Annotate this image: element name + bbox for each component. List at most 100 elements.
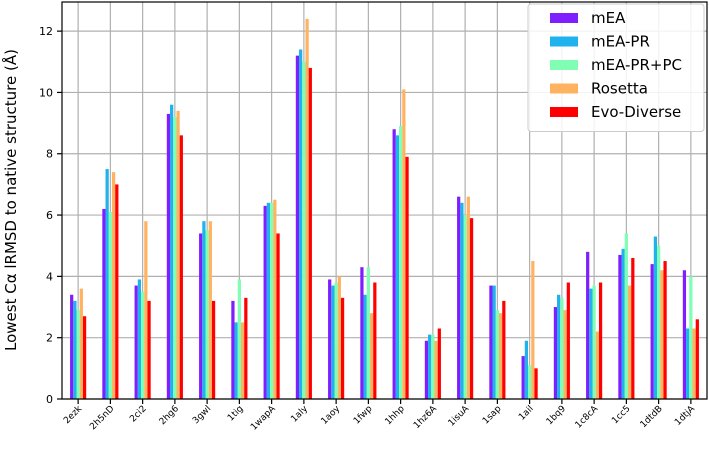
bar [531,261,535,399]
bar [492,285,496,399]
bar [695,319,699,399]
bar [141,291,145,399]
y-tick-label: 4 [46,270,53,283]
x-tick-label: 1isuA [447,403,472,428]
bar [199,233,203,399]
bar [340,297,345,399]
bar [502,300,506,399]
x-tick-label: 1hhp [384,404,407,427]
bar [563,310,567,399]
bar [360,267,364,399]
y-axis-label: Lowest Cα lRMSD to native structure (Å) [1,49,20,351]
bar [102,208,106,399]
bar [466,196,470,399]
y-tick-label: 2 [46,332,53,345]
x-tick-label: 1aly [289,404,310,425]
bar [208,221,212,399]
legend-swatch [550,13,578,23]
bar [373,282,377,399]
bar [205,230,209,399]
legend-label: mEA-PR+PC [591,56,682,74]
legend-label: Evo-Diverse [591,103,681,121]
x-tick-label: 1wapA [249,403,278,432]
bar [589,288,593,399]
bar [682,270,687,399]
x-tick-label: 1sap [481,404,504,427]
bar [105,169,109,399]
bar [627,285,632,399]
bar [76,310,80,399]
bar [337,276,341,399]
bar [521,356,525,399]
bar [144,221,148,399]
bar [170,104,174,399]
legend-label: mEA [591,9,626,27]
bar [402,89,406,399]
bar [73,300,77,399]
bar [405,156,409,399]
bar [592,285,596,399]
bar [179,135,183,399]
bar [240,322,245,399]
legend-box [527,3,705,132]
y-tick-label: 0 [46,393,53,406]
x-tick-label: 1fwp [352,404,375,427]
bar [211,300,216,399]
bar [111,172,116,399]
bar [463,215,467,399]
legend-swatch [550,60,578,70]
bar [202,221,206,399]
bar [457,196,461,399]
x-tick-label: 2hg6 [158,404,181,427]
x-tick-label: 1dtdB [639,404,665,430]
bar [657,245,661,399]
bar [460,202,464,399]
bar [369,313,374,399]
bar [366,267,370,399]
y-tick-label: 8 [46,148,53,161]
bar [686,328,690,399]
bar [137,279,142,399]
x-tick-label: 1tig [226,404,245,423]
bar [650,264,654,399]
bar [566,282,570,399]
legend-swatch [550,83,578,94]
legend-label: mEA-PR [591,33,650,51]
bar [534,368,538,399]
bar [624,233,628,399]
bar [82,316,87,399]
bar [598,282,603,399]
bar [308,67,312,399]
bar [399,126,403,400]
bar [331,285,335,399]
bar [328,279,332,399]
bar [270,202,274,399]
x-tick-label: 1c8cA [574,403,601,430]
bar [273,199,277,399]
bar [302,61,306,400]
bar [428,334,432,399]
bar [689,276,693,399]
bar [557,294,561,399]
bar [560,297,564,399]
x-tick-label: 2ci2 [128,404,148,424]
x-tick-label: 1aoy [320,404,343,427]
bar [234,322,238,399]
bar [424,340,429,399]
bar [363,294,367,399]
x-tick-label: 1ail [517,404,536,423]
y-tick-label: 12 [39,25,53,38]
bar [79,288,83,399]
bar [595,331,599,399]
x-tick-label: 1dtjA [673,403,697,427]
bar [263,205,267,399]
bar [173,116,177,399]
bar [653,236,658,399]
bar [305,18,309,400]
bar [147,300,151,399]
bar [489,285,493,399]
bar [244,297,248,399]
bar [663,261,667,399]
x-tick-label: 2ezk [62,403,85,426]
